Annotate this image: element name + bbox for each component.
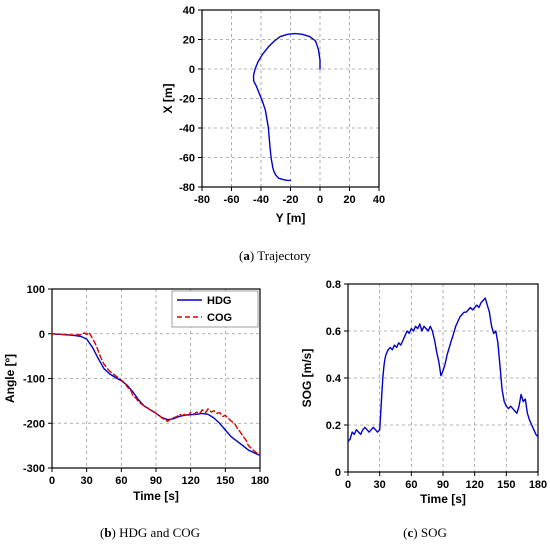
legend-hdg-label: HDG xyxy=(207,295,231,307)
sog-series xyxy=(347,297,539,443)
hdg-cog-caption: (b) HDG and COG xyxy=(100,525,200,540)
sog-x-tick-label: 150 xyxy=(497,479,515,491)
trajectory-y-tick-label: 0 xyxy=(189,64,195,76)
hdg-cog-series xyxy=(51,331,261,457)
trajectory-y-tick-label: -40 xyxy=(179,123,195,135)
sog-caption-text: SOG xyxy=(421,525,447,540)
sog-caption: (c) SOG xyxy=(403,525,447,540)
trajectory-caption: (a) Trajectory xyxy=(239,248,311,263)
trajectory-x-tick-label: -80 xyxy=(194,194,210,206)
legend-box xyxy=(171,290,259,328)
sog-x-tick-label: 180 xyxy=(529,479,547,491)
trajectory-series xyxy=(252,32,321,182)
trajectory-y-tick-label: 40 xyxy=(183,5,195,17)
trajectory-x-tick-label: 20 xyxy=(343,194,355,206)
trajectory-caption-text: Trajectory xyxy=(257,248,311,263)
hdg-cog-grid xyxy=(52,289,260,468)
trajectory-y-tick-label: -80 xyxy=(179,182,195,194)
trajectory-y-tick-label: 20 xyxy=(183,35,195,47)
hdg-cog-series-line-cog xyxy=(51,331,261,457)
sog-grid xyxy=(348,284,538,472)
sog-y-axis-label: SOG [m/s] xyxy=(300,349,314,408)
trajectory-x-tick-label: -40 xyxy=(253,194,269,206)
hdg-cog-y-tick-label: -100 xyxy=(23,374,45,386)
hdg-cog-x-tick-label: 120 xyxy=(181,475,199,487)
hdg-cog-x-axis-label: Time [s] xyxy=(133,489,179,503)
panel-hdg-cog: 0 30 60 90 120 150 180 -300 -200 -100 0 100 HDG COG… xyxy=(3,284,269,540)
hdg-cog-y-tick-label: -300 xyxy=(23,463,45,475)
sog-y-tick-label: 0.6 xyxy=(326,326,341,338)
hdg-cog-y-tick-label: 100 xyxy=(27,284,45,296)
sog-x-tick-label: 30 xyxy=(374,479,386,491)
trajectory-y-tick-label: -20 xyxy=(179,94,195,106)
hdg-cog-legend: HDG COG xyxy=(171,290,259,328)
trajectory-ticks: -80 -60 -40 -20 0 20 40 -80 -60 -40 -20 0 20 40 xyxy=(179,5,385,206)
sog-caption-label: c xyxy=(407,525,413,540)
panel-sog: 0 30 60 90 120 150 180 0 0.2 0.4 0.6 0.8 Time [s] S… xyxy=(300,279,547,540)
trajectory-x-tick-label: 0 xyxy=(317,194,323,206)
sog-x-tick-label: 90 xyxy=(437,479,449,491)
hdg-cog-x-tick-label: 90 xyxy=(150,475,162,487)
sog-x-tick-label: 0 xyxy=(345,479,351,491)
hdg-cog-y-tick-label: -200 xyxy=(23,418,45,430)
sog-y-tick-label: 0.8 xyxy=(326,279,341,291)
sog-y-tick-label: 0.2 xyxy=(326,420,341,432)
hdg-cog-x-tick-label: 150 xyxy=(216,475,234,487)
sog-plot-frame xyxy=(347,283,539,473)
trajectory-x-tick-label: -20 xyxy=(283,194,299,206)
sog-x-axis-label: Time [s] xyxy=(420,492,466,506)
trajectory-series-line-0 xyxy=(252,32,321,182)
hdg-cog-x-tick-label: 60 xyxy=(115,475,127,487)
panel-trajectory: -80 -60 -40 -20 0 20 40 -80 -60 -40 -20 0 20 40 Y [m]… xyxy=(161,5,385,263)
trajectory-caption-label: a xyxy=(243,248,250,263)
sog-ticks: 0 30 60 90 120 150 180 0 0.2 0.4 0.6 0.8 xyxy=(326,279,547,491)
hdg-cog-caption-label: b xyxy=(104,525,111,540)
sog-x-tick-label: 60 xyxy=(405,479,417,491)
sog-x-tick-label: 120 xyxy=(465,479,483,491)
hdg-cog-x-tick-label: 30 xyxy=(81,475,93,487)
hdg-cog-series-line-hdg xyxy=(51,333,261,457)
trajectory-y-axis-label: X [m] xyxy=(161,83,175,113)
sog-series-line-0 xyxy=(347,297,539,443)
trajectory-grid xyxy=(202,10,379,187)
sog-y-tick-label: 0 xyxy=(335,467,341,479)
hdg-cog-ticks: 0 30 60 90 120 150 180 -300 -200 -100 0 100 xyxy=(23,284,269,487)
trajectory-x-axis-label: Y [m] xyxy=(276,211,306,225)
hdg-cog-y-axis-label: Angle [º] xyxy=(3,354,17,403)
trajectory-x-tick-label: 40 xyxy=(373,194,385,206)
sog-y-tick-label: 0.4 xyxy=(326,373,342,385)
hdg-cog-x-tick-label: 180 xyxy=(251,475,269,487)
trajectory-x-tick-label: -60 xyxy=(224,194,240,206)
trajectory-y-tick-label: -60 xyxy=(179,153,195,165)
hdg-cog-y-tick-label: 0 xyxy=(39,329,45,341)
hdg-cog-caption-text: HDG and COG xyxy=(119,525,200,540)
hdg-cog-x-tick-label: 0 xyxy=(49,475,55,487)
legend-cog-label: COG xyxy=(207,312,232,324)
